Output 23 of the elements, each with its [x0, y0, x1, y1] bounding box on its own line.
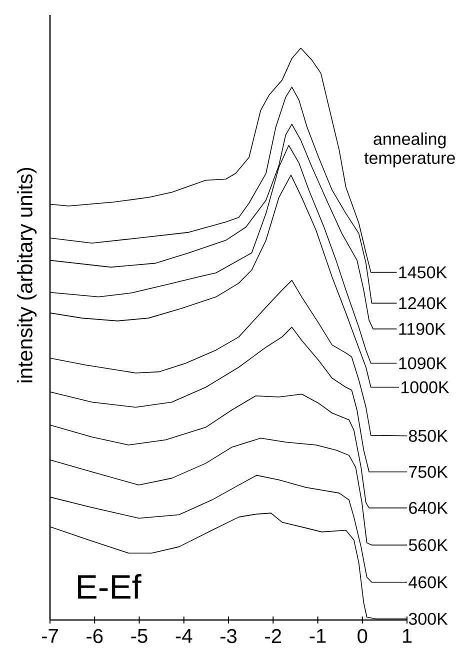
series-label: 300K [408, 612, 448, 625]
series-label: 1190K [399, 322, 446, 335]
series-label: 1000K [401, 381, 450, 394]
series-label: 560K [408, 539, 448, 552]
series-label: 1240K [399, 297, 447, 310]
x-tick-label: -1 [310, 629, 326, 643]
annotation: annealing temperature [364, 132, 455, 168]
series-label: 640K [409, 502, 448, 514]
x-tick-label: -7 [42, 629, 58, 643]
series-label: 1090K [399, 357, 447, 370]
series-label: 750K [409, 466, 448, 478]
series-label: 460K [408, 576, 448, 588]
x-tick-label: 1 [402, 629, 412, 643]
x-tick-label: -5 [131, 629, 148, 643]
series-label: 1450K [399, 266, 447, 278]
x-tick-label: -3 [220, 629, 237, 644]
x-tick-label: -6 [86, 629, 103, 644]
x-tick-label: 0 [358, 629, 368, 644]
x-tick-label: -2 [265, 629, 282, 643]
series-label: 850K [408, 430, 448, 442]
x-tick-label: -4 [176, 629, 192, 643]
x-axis-title: E-Ef [78, 574, 142, 599]
y-axis-title: intensity (arbitary units) [17, 168, 37, 382]
